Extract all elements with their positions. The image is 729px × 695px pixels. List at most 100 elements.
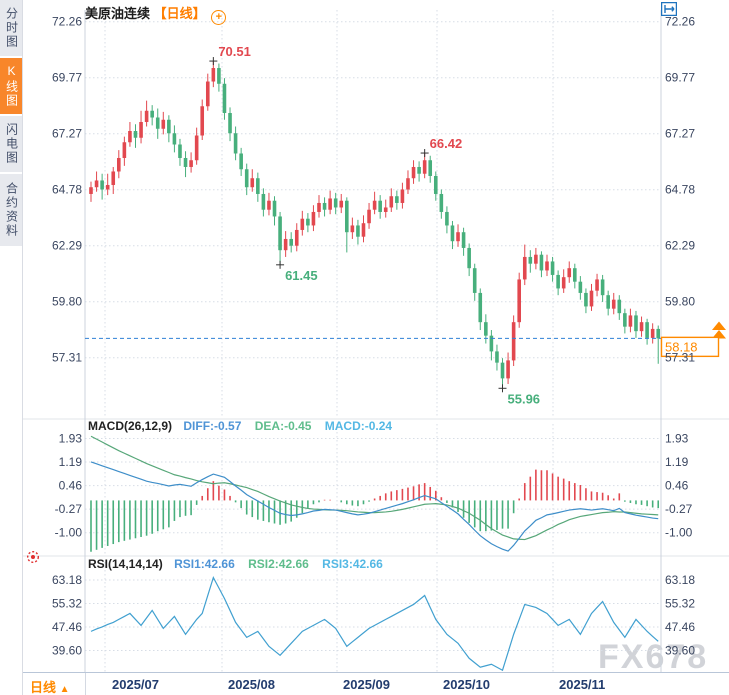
period-tag: 【日线】 xyxy=(153,6,206,21)
rsi2-value: RSI2:42.66 xyxy=(248,557,309,571)
candle-body xyxy=(272,200,277,217)
sidebar-tab-label: 分时图 xyxy=(4,7,19,49)
macd-header: MACD(26,12,9) DIFF:-0.57 DEA:-0.45 MACD:… xyxy=(88,419,392,433)
y-axis-label: 1.93 xyxy=(665,432,689,446)
watermark: FX678 xyxy=(598,638,709,676)
candle-body xyxy=(422,160,427,174)
y-axis-label: 67.27 xyxy=(665,127,695,141)
rsi-line xyxy=(90,575,659,672)
candle-body xyxy=(511,322,516,361)
candle-body xyxy=(167,119,171,134)
exit-fullscreen-icon[interactable] xyxy=(661,2,677,16)
y-axis-label: 63.18 xyxy=(52,573,82,587)
candle-body xyxy=(345,200,349,233)
candle-body xyxy=(506,360,510,379)
y-axis-label: -1.00 xyxy=(55,526,83,540)
rsi-title: RSI(14,14,14) xyxy=(88,557,163,571)
candle-body xyxy=(584,292,588,307)
candle-body xyxy=(105,184,110,190)
candle-body xyxy=(461,232,466,248)
candle-body xyxy=(489,335,494,352)
macd-dea-value: DEA:-0.45 xyxy=(254,419,312,433)
x-axis-label: 2025/07 xyxy=(112,677,159,692)
candle-body xyxy=(573,268,577,282)
candle-body xyxy=(117,157,121,172)
candle-body xyxy=(222,83,227,114)
candle-body xyxy=(611,299,616,309)
candle-body xyxy=(122,142,127,158)
y-axis-label: 67.27 xyxy=(52,127,82,141)
candle-body xyxy=(183,157,188,167)
candle-body xyxy=(400,189,405,203)
candle-body xyxy=(517,279,521,323)
candle-body xyxy=(89,187,93,194)
candle-body xyxy=(328,198,332,210)
candle-body xyxy=(545,261,549,271)
candle-body xyxy=(389,196,394,208)
y-axis-label: 39.60 xyxy=(665,644,695,658)
bottom-bar: 日线 ▲ 2025/07 2025/08 2025/09 2025/10 202… xyxy=(22,672,729,695)
last-price-value: 58.18 xyxy=(665,339,698,354)
x-axis-label: 2025/09 xyxy=(343,677,390,692)
sidebar-tab-contract-info[interactable]: 合约资料 xyxy=(0,174,22,246)
candle-body xyxy=(256,178,260,194)
macd-diff-line xyxy=(90,461,659,552)
candle-body xyxy=(233,133,238,154)
chevron-up-icon: ▲ xyxy=(59,684,70,695)
candle-body xyxy=(339,200,344,208)
y-axis-label: 47.46 xyxy=(665,620,695,634)
add-circle-icon[interactable]: + xyxy=(211,10,227,25)
y-axis-label: 57.31 xyxy=(665,351,695,365)
x-axis-label: 2025/08 xyxy=(228,677,275,692)
candle-body xyxy=(317,202,321,212)
candle-body xyxy=(356,225,360,237)
sidebar-tab-time-chart[interactable]: 分时图 xyxy=(0,0,22,56)
y-axis-label: 57.31 xyxy=(52,351,82,365)
candle-body xyxy=(567,268,572,278)
candle-body xyxy=(367,209,371,224)
candle-body xyxy=(333,198,338,208)
y-axis-label: 69.77 xyxy=(52,71,82,85)
period-selector[interactable]: 日线 ▲ xyxy=(30,677,70,695)
price-annotation: 61.45 xyxy=(285,268,318,283)
candle-body xyxy=(556,274,560,289)
y-axis-label: 1.19 xyxy=(665,455,689,469)
candle-body xyxy=(300,218,305,230)
candle-body xyxy=(484,322,488,336)
symbol-name: 美原油连续 xyxy=(85,6,151,21)
candle-body xyxy=(450,225,455,242)
candle-body xyxy=(467,247,471,269)
candle-body xyxy=(350,225,355,233)
y-axis-label: 1.19 xyxy=(59,455,83,469)
candle-body xyxy=(128,131,132,143)
candle-body xyxy=(205,81,210,107)
candle-body xyxy=(589,290,594,307)
rsi3-value: RSI3:42.66 xyxy=(322,557,383,571)
candle-body xyxy=(239,153,243,170)
rsi-panel-marker-icon[interactable] xyxy=(26,550,40,564)
candle-body xyxy=(306,218,310,226)
candle-body xyxy=(634,315,638,332)
candle-body xyxy=(472,268,477,293)
sidebar-tab-lightning-chart[interactable]: 闪电图 xyxy=(0,116,22,172)
candle-body xyxy=(322,202,327,210)
candle-body xyxy=(200,106,205,136)
candle-body xyxy=(578,281,583,293)
price-up-arrow-icon xyxy=(712,321,726,330)
candle-body xyxy=(283,238,288,251)
candle-body xyxy=(94,180,99,188)
candle-body xyxy=(456,232,460,242)
y-axis-label: 64.78 xyxy=(52,183,82,197)
macd-value: MACD:-0.24 xyxy=(324,419,393,433)
candle-body xyxy=(478,292,483,323)
candle-body xyxy=(623,313,627,327)
sidebar-tab-kline-chart[interactable]: K线图 xyxy=(0,58,22,114)
candle-body xyxy=(172,133,177,145)
y-axis-label: 62.29 xyxy=(52,239,82,253)
y-axis-label: 62.29 xyxy=(665,239,695,253)
chart-title-row: 美原油连续 【日线】 + xyxy=(85,3,227,25)
candle-body xyxy=(500,362,505,379)
candle-body xyxy=(194,135,199,161)
